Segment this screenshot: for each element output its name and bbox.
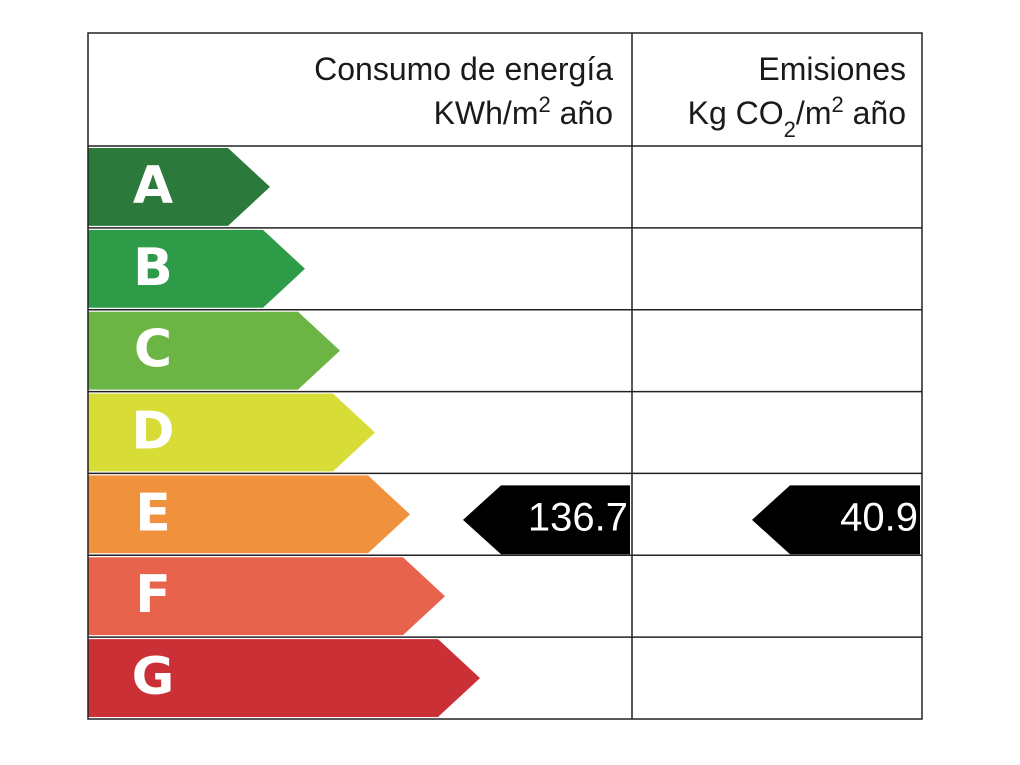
rating-arrow — [88, 557, 445, 636]
unit-part: /m — [796, 95, 832, 131]
table-border — [87, 32, 923, 720]
rating-letter: E — [135, 483, 171, 543]
unit-sub: 2 — [784, 117, 796, 142]
unit-part: año — [844, 95, 906, 131]
indicator-value: 136.7 — [528, 495, 628, 539]
unit-sup: 2 — [831, 92, 843, 117]
rating-arrow — [88, 393, 375, 472]
unit-part: año — [551, 95, 613, 131]
energy-title: Consumo de energía — [314, 51, 613, 87]
rating-letter: A — [133, 156, 173, 216]
rating-letter: C — [134, 320, 172, 380]
rating-letter: D — [131, 402, 174, 462]
emissions-unit: Kg CO2/m2 año — [688, 92, 906, 142]
rating-arrow — [88, 639, 480, 717]
energy-unit: KWh/m2 año — [434, 92, 613, 132]
rating-arrow — [88, 229, 305, 308]
unit-part: KWh/m — [434, 95, 539, 131]
indicator-arrow — [463, 485, 630, 555]
rating-arrow — [88, 311, 340, 390]
unit-part: Kg CO — [688, 95, 784, 131]
rating-arrow — [88, 475, 410, 554]
indicator-value: 40.9 — [840, 495, 918, 539]
rating-arrow — [88, 148, 270, 226]
rating-letter: F — [135, 565, 171, 625]
emissions-title: Emisiones — [758, 51, 906, 87]
rating-letter: G — [132, 647, 175, 707]
indicator-arrow — [752, 485, 920, 555]
rating-letter: B — [133, 238, 173, 298]
unit-sup: 2 — [538, 92, 550, 117]
